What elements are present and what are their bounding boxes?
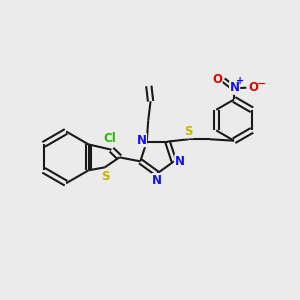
Text: Cl: Cl	[103, 132, 116, 145]
Text: S: S	[184, 125, 193, 138]
Text: O: O	[248, 81, 259, 94]
Text: N: N	[152, 173, 162, 187]
Text: N: N	[136, 134, 146, 147]
Text: −: −	[257, 79, 266, 89]
Text: O: O	[212, 73, 222, 86]
Text: S: S	[101, 170, 110, 183]
Text: +: +	[236, 76, 244, 86]
Text: N: N	[175, 155, 185, 168]
Text: N: N	[230, 81, 240, 94]
